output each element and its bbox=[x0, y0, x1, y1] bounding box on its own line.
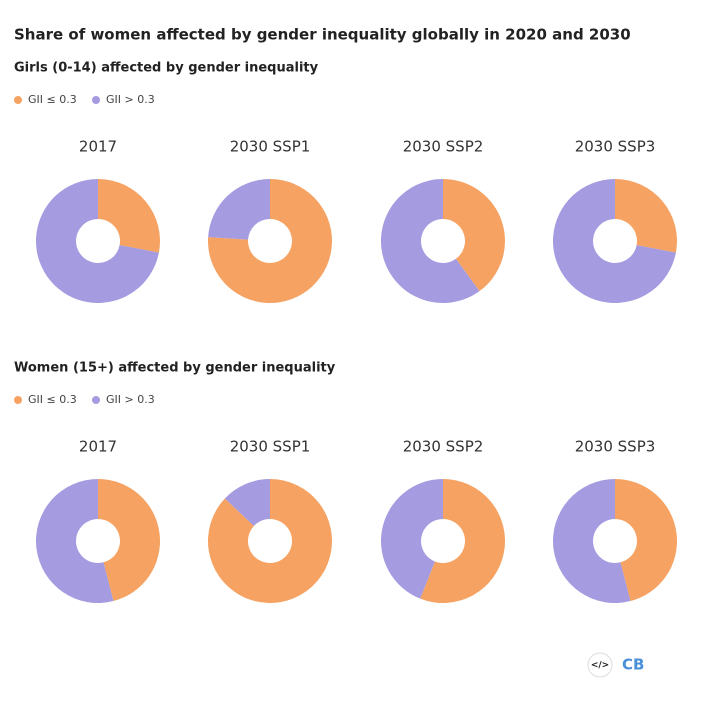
donut-slice bbox=[35, 179, 159, 303]
logo-badge bbox=[587, 652, 613, 678]
legend-label: GII > 0.3 bbox=[106, 93, 155, 106]
chart-title: 2017 bbox=[79, 138, 117, 156]
donut-slice bbox=[552, 179, 676, 303]
chart-title: 2030 SSP2 bbox=[403, 138, 484, 156]
legend-label: GII ≤ 0.3 bbox=[28, 393, 77, 406]
legend-swatch bbox=[14, 96, 22, 104]
donut-slice bbox=[98, 179, 161, 253]
chart-title: 2030 SSP1 bbox=[230, 438, 311, 456]
donut-slice bbox=[381, 479, 443, 599]
donut-slice bbox=[224, 479, 270, 526]
donut-slice bbox=[443, 179, 505, 292]
logo: CB bbox=[622, 656, 644, 674]
chart-title: 2030 SSP3 bbox=[575, 438, 656, 456]
legend-swatch bbox=[92, 96, 100, 104]
donut-slice bbox=[552, 479, 631, 603]
donut-slice bbox=[380, 178, 480, 303]
logo-icon: </> bbox=[591, 661, 609, 671]
legend-label: GII > 0.3 bbox=[106, 393, 155, 406]
chart-title: 2030 SSP2 bbox=[403, 438, 484, 456]
chart-title: 2030 SSP3 bbox=[575, 138, 656, 156]
donut-slice bbox=[208, 179, 332, 303]
subtitle: Women (15+) affected by gender inequalit… bbox=[14, 361, 336, 376]
donut-slice bbox=[208, 179, 270, 240]
chart-title: 2030 SSP1 bbox=[230, 138, 311, 156]
donut-slice bbox=[98, 479, 160, 602]
legend-label: GII ≤ 0.3 bbox=[28, 93, 77, 106]
donut-slice bbox=[615, 479, 678, 602]
legend-swatch bbox=[14, 396, 22, 404]
chart-title: 2017 bbox=[79, 438, 117, 456]
donut-slice bbox=[207, 479, 332, 603]
title: Share of women affected by gender inequa… bbox=[14, 26, 631, 44]
legend-swatch bbox=[92, 396, 100, 404]
subtitle: Girls (0-14) affected by gender inequali… bbox=[14, 61, 319, 76]
donut-slice bbox=[35, 479, 114, 603]
donut-slice bbox=[615, 179, 677, 253]
donut-slice bbox=[420, 479, 506, 603]
